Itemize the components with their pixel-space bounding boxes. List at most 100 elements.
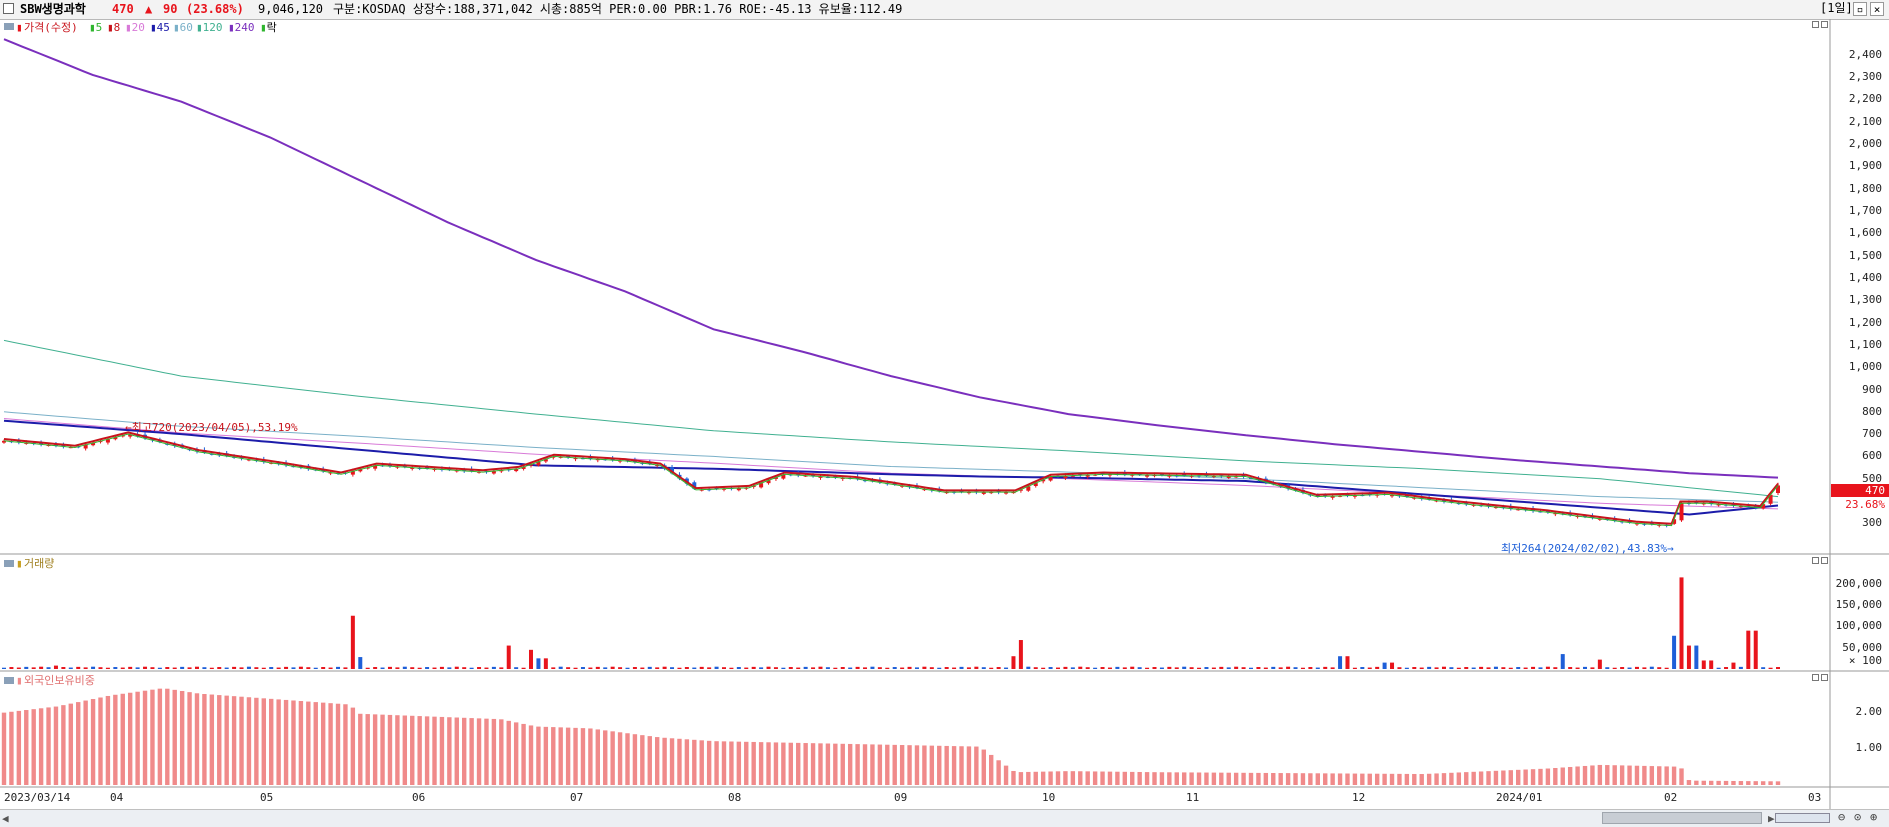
foreign-bar [1694,780,1699,785]
zoom-in-icon[interactable]: ⊕ [1870,810,1878,824]
foreign-bar [1441,773,1447,785]
volume-bar [120,667,125,669]
price-tick: 900 [1862,382,1882,396]
candle [1152,475,1157,477]
restore-icon[interactable]: ▫ [1853,2,1867,16]
candle [1063,475,1068,479]
foreign-tick: 2.00 [1855,704,1883,718]
zoom-reset-icon[interactable]: ⊙ [1854,810,1862,824]
volume-bar [1620,667,1625,669]
foreign-bar [1567,766,1573,785]
horizontal-scrollbar[interactable] [1602,812,1762,824]
candle [536,461,541,466]
legend-price[interactable]: 가격(수정) [24,21,78,34]
stock-chart[interactable] [0,19,1889,809]
volume-bar [1575,667,1580,669]
close-icon[interactable]: × [1870,2,1884,16]
foreign-bar [603,730,608,785]
volume-bar [477,667,482,669]
zoom-slider[interactable] [1775,813,1830,823]
foreign-bar [462,717,467,785]
foreign-bar [1671,766,1677,785]
foreign-bar [246,697,252,785]
volume-bar [98,667,103,669]
foreign-bar [202,694,207,785]
volume-bar [2,667,6,669]
price-tick: 2,400 [1848,47,1882,61]
scroll-left-icon[interactable]: ◀ [2,812,9,825]
pane-minimize-icon[interactable] [1812,21,1819,28]
stock-info-bar: SBW생명과학 470 ▲ 90 (23.68%) 9,046,120 구분:K… [0,0,1889,20]
current-pct-marker: 23.68% [1845,498,1885,511]
volume-bar [1197,667,1202,669]
candle [1026,486,1031,491]
pane-maximize-icon[interactable] [1821,557,1828,564]
legend-ex-dividend[interactable]: ▮락 [260,21,277,34]
volume-bar [1293,667,1298,669]
foreign-bar [447,717,452,785]
volume-bar [788,667,793,669]
legend-ma240[interactable]: ▮240 [228,21,255,34]
price-tick: 600 [1862,449,1882,463]
candle [1315,495,1320,497]
foreign-bar [1011,770,1016,785]
volume-bar [1323,666,1328,669]
volume-bar [514,667,519,669]
foreign-bar [1107,771,1113,785]
volume-bar [796,667,801,669]
pane-minimize-icon[interactable] [1812,557,1819,564]
pane-collapse-icon[interactable] [4,677,14,684]
volume-bar [1085,667,1090,669]
foreign-bar [773,742,779,785]
foreign-bar [1300,773,1306,785]
foreign-bar [1137,771,1142,785]
pane-collapse-icon[interactable] [4,560,14,567]
stock-name[interactable]: SBW생명과학 [20,2,86,16]
volume-bar [618,667,623,669]
volume-bar [647,666,652,669]
legend-ma8[interactable]: ▮8 [107,21,121,34]
period-button[interactable]: [1일] [1820,1,1853,16]
volume-bar [1278,667,1283,669]
bottom-toolbar: ◀ ▶ ⊖ ⊙ ⊕ [0,809,1889,827]
foreign-bar [1723,780,1729,785]
foreign-bar [922,745,927,785]
volume-bar [803,666,808,669]
volume-bar [1419,667,1424,669]
pane-maximize-icon[interactable] [1821,674,1828,681]
volume-bar [1516,667,1521,669]
candle [1605,518,1610,520]
price-tick: 500 [1862,471,1882,485]
zoom-out-icon[interactable]: ⊖ [1838,810,1846,824]
pane-collapse-icon[interactable] [4,23,14,30]
foreign-bar [699,740,704,785]
foreign-bar [1389,773,1395,785]
candle [53,444,58,446]
legend-ma60[interactable]: ▮60 [173,21,193,34]
foreign-bar [1285,773,1291,785]
checkbox-toggle[interactable] [3,3,14,14]
volume-label[interactable]: 거래량 [24,557,55,570]
legend-ma20[interactable]: ▮20 [125,21,145,34]
candle [529,464,534,466]
foreign-bar [1337,773,1343,785]
pane-minimize-icon[interactable] [1812,674,1819,681]
legend-ma5[interactable]: ▮5 [89,21,103,34]
foreign-bar [907,745,912,785]
foreign-bar [855,744,860,785]
foreign-ownership-label[interactable]: 외국인보유비중 [24,674,95,687]
legend-ma45[interactable]: ▮45 [150,21,170,34]
foreign-bar [781,742,786,785]
volume-bar [53,665,58,669]
legend-ma120[interactable]: ▮120 [196,21,223,34]
volume-bar [1048,667,1053,669]
volume-tick: × 100 [1848,654,1882,667]
pane-maximize-icon[interactable] [1821,21,1828,28]
volume-bar [284,666,289,669]
volume-bar [1122,667,1127,669]
volume-bar [1590,667,1595,669]
scroll-right-icon[interactable]: ▶ [1768,812,1775,825]
foreign-bar [1159,772,1165,785]
volume-bar [1471,667,1476,669]
price-tick: 1,200 [1848,315,1882,329]
